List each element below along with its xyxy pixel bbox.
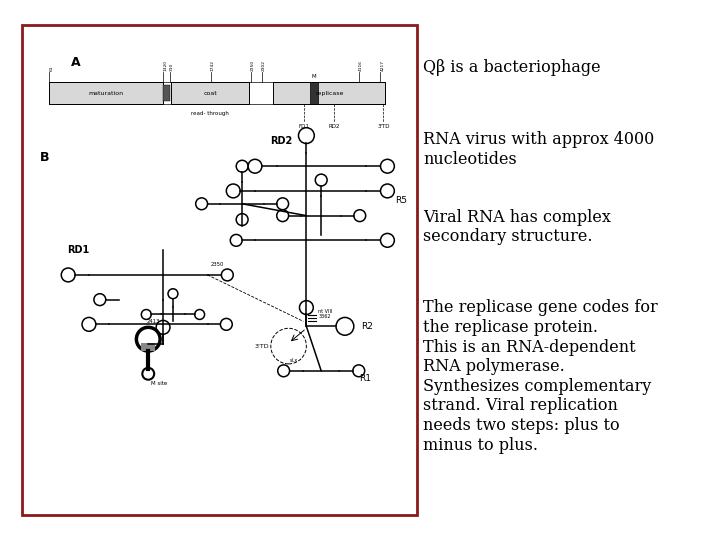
Text: RD2: RD2 xyxy=(328,124,340,129)
Text: 4217: 4217 xyxy=(380,60,384,71)
Bar xyxy=(171,82,249,104)
Text: R1: R1 xyxy=(359,374,371,383)
Bar xyxy=(50,82,163,104)
Text: R5: R5 xyxy=(395,197,408,205)
Text: 61: 61 xyxy=(50,66,53,71)
Text: nt VIII: nt VIII xyxy=(318,309,333,314)
Text: RNA virus with approx 4000
nucleotides: RNA virus with approx 4000 nucleotides xyxy=(423,131,654,168)
Bar xyxy=(310,82,318,104)
Text: 3'TD: 3'TD xyxy=(254,343,269,349)
Text: 1320: 1320 xyxy=(163,60,167,71)
Text: A: A xyxy=(71,56,81,69)
Text: read- through: read- through xyxy=(191,111,229,116)
Text: M: M xyxy=(312,75,317,79)
Text: 4116: 4116 xyxy=(359,60,363,71)
Text: Viral RNA has complex
secondary structure.: Viral RNA has complex secondary structur… xyxy=(423,208,611,245)
Text: maturation: maturation xyxy=(89,91,124,96)
Text: 2350: 2350 xyxy=(210,262,224,267)
Text: M site: M site xyxy=(151,381,168,386)
Text: FD1: FD1 xyxy=(299,124,310,129)
Text: RD1: RD1 xyxy=(67,245,89,255)
Text: 2350: 2350 xyxy=(251,60,255,71)
Bar xyxy=(163,85,170,101)
Bar xyxy=(273,82,385,104)
Text: 1742: 1742 xyxy=(210,60,215,71)
Text: RD2: RD2 xyxy=(271,137,293,146)
Text: 2302: 2302 xyxy=(262,60,266,71)
Text: 2413: 2413 xyxy=(146,320,160,325)
Text: The replicase gene codes for
the replicase protein.
This is an RNA-dependent
RNA: The replicase gene codes for the replica… xyxy=(423,299,658,454)
Text: 3'TD: 3'TD xyxy=(377,124,390,129)
Text: coat: coat xyxy=(203,91,217,96)
Text: 3362: 3362 xyxy=(318,314,330,320)
Text: 310: 310 xyxy=(170,63,174,71)
Text: R2: R2 xyxy=(361,322,373,331)
Text: B: B xyxy=(40,151,49,164)
Text: sl.x: sl.x xyxy=(289,358,297,363)
Text: replicase: replicase xyxy=(315,91,343,96)
Bar xyxy=(22,25,417,515)
Text: Qβ is a bacteriophage: Qβ is a bacteriophage xyxy=(423,59,601,76)
Bar xyxy=(141,343,156,351)
